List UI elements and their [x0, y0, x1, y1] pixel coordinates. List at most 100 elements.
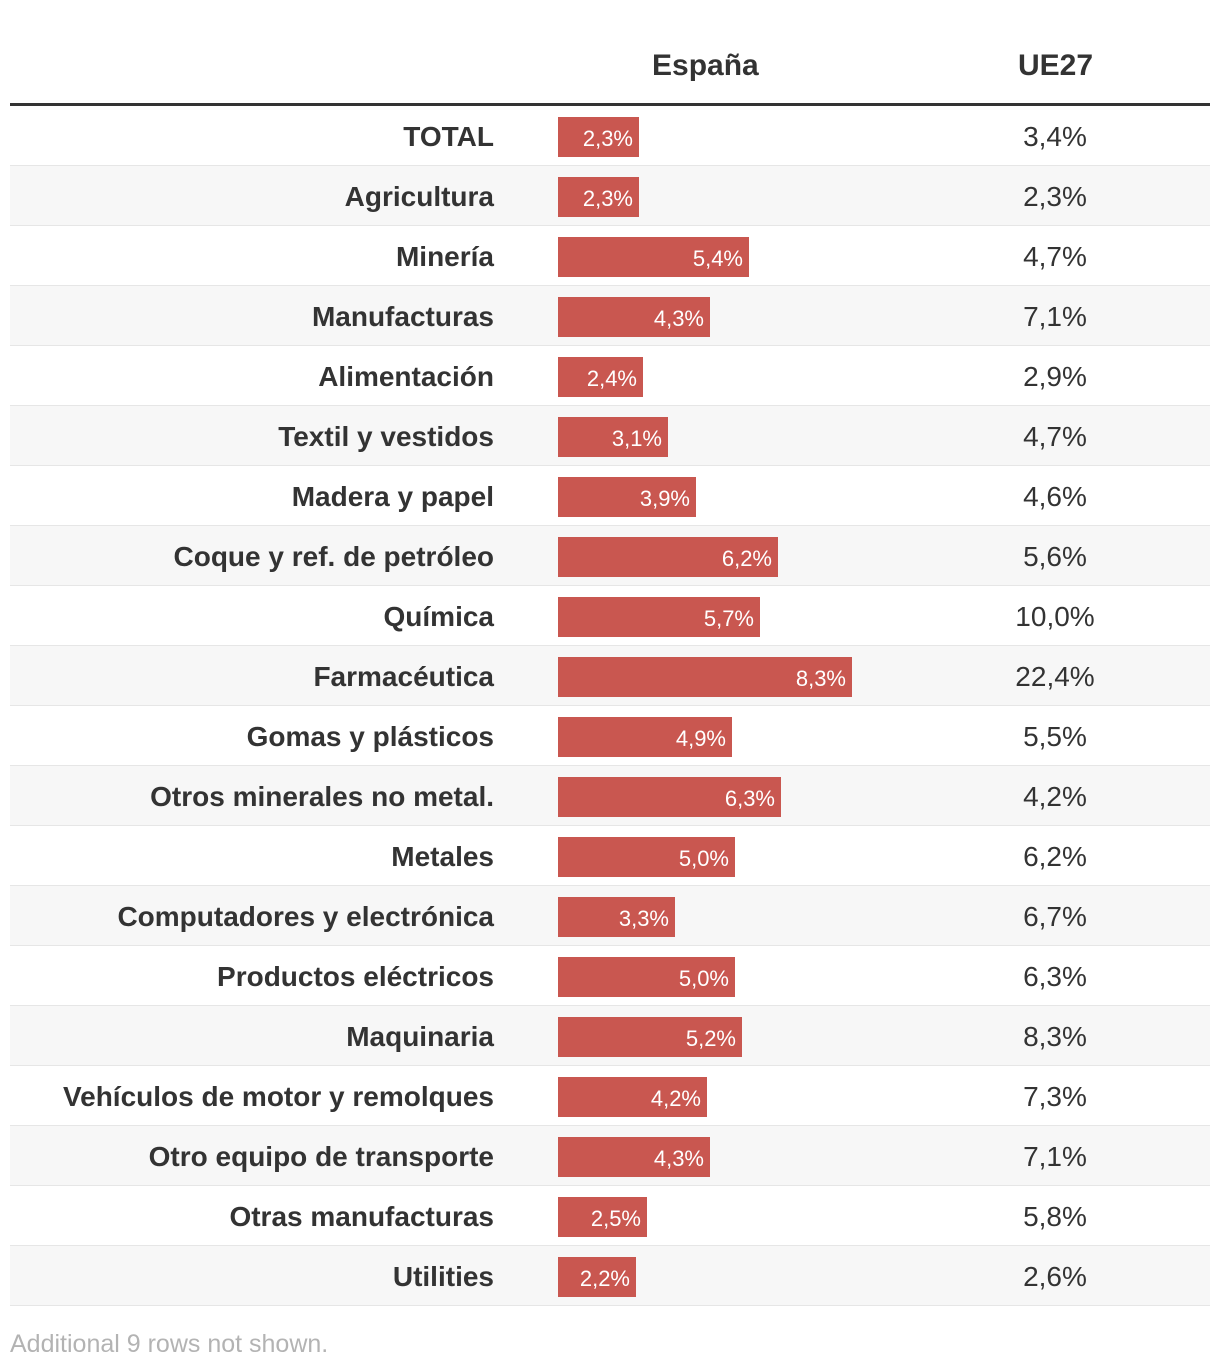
ue27-value: 22,4% — [1015, 661, 1095, 692]
table-row: Coque y ref. de petróleo 6,2% 5,6% — [10, 526, 1210, 586]
spain-bar-label: 3,9% — [639, 486, 690, 511]
table-row: Computadores y electrónica 3,3% 6,7% — [10, 886, 1210, 946]
row-label: Manufacturas — [311, 301, 494, 332]
spain-bar: 2,4% — [558, 357, 643, 397]
spain-bar-label: 5,7% — [703, 606, 754, 631]
spain-bar-label: 3,1% — [611, 426, 662, 451]
table-header: España UE27 — [10, 0, 1210, 106]
spain-bar: 3,9% — [558, 477, 696, 517]
ue27-value: 5,6% — [1023, 541, 1087, 572]
data-table: España UE27 TOTAL 2,3% 3,4% Agricultura 2,3%… — [10, 0, 1210, 1306]
row-label: Farmacéutica — [313, 661, 494, 692]
spain-bar: 4,9% — [558, 717, 732, 757]
ue27-value: 4,2% — [1023, 781, 1087, 812]
spain-bar: 4,3% — [558, 1137, 710, 1177]
row-label: Agricultura — [344, 181, 494, 212]
spain-bar: 4,3% — [558, 297, 710, 337]
row-label: Textil y vestidos — [278, 421, 494, 452]
ue27-value: 2,3% — [1023, 181, 1087, 212]
table-row: Química 5,7% 10,0% — [10, 586, 1210, 646]
spain-bar-label: 5,0% — [678, 966, 729, 991]
ue27-value: 3,4% — [1023, 121, 1087, 152]
spain-bar-label: 4,3% — [653, 1146, 704, 1171]
row-label: Coque y ref. de petróleo — [173, 541, 495, 572]
row-label: Maquinaria — [346, 1021, 494, 1052]
table-body: TOTAL 2,3% 3,4% Agricultura 2,3% 2,3% Minería 5… — [10, 106, 1210, 1306]
table-row: Alimentación 2,4% 2,9% — [10, 346, 1210, 406]
ue27-value: 10,0% — [1015, 601, 1095, 632]
table-row: Metales 5,0% 6,2% — [10, 826, 1210, 886]
spain-bar: 5,0% — [558, 957, 735, 997]
spain-bar-label: 4,9% — [675, 726, 726, 751]
spain-bar: 4,2% — [558, 1077, 707, 1117]
ue27-value: 6,3% — [1023, 961, 1087, 992]
ue27-value: 5,8% — [1023, 1201, 1087, 1232]
table-row: Manufacturas 4,3% 7,1% — [10, 286, 1210, 346]
spain-bar: 8,3% — [558, 657, 852, 697]
spain-bar: 5,2% — [558, 1017, 742, 1057]
spain-bar-label: 2,4% — [586, 366, 637, 391]
row-label: Metales — [391, 841, 494, 872]
row-label: Otras manufacturas — [229, 1201, 494, 1232]
spain-bar: 3,1% — [558, 417, 668, 457]
ue27-value: 4,7% — [1023, 241, 1087, 272]
table-row: Agricultura 2,3% 2,3% — [10, 166, 1210, 226]
spain-bar-label: 5,4% — [692, 246, 743, 271]
table-row: Otras manufacturas 2,5% 5,8% — [10, 1186, 1210, 1246]
spain-bar-label: 2,5% — [590, 1206, 641, 1231]
table-row: Maquinaria 5,2% 8,3% — [10, 1006, 1210, 1066]
spain-bar: 5,4% — [558, 237, 749, 277]
spain-bar-label: 5,2% — [685, 1026, 736, 1051]
table-row: Otro equipo de transporte 4,3% 7,1% — [10, 1126, 1210, 1186]
row-label: Productos eléctricos — [217, 961, 494, 992]
table-row: Productos eléctricos 5,0% 6,3% — [10, 946, 1210, 1006]
spain-bar-label: 6,3% — [724, 786, 775, 811]
row-label: Madera y papel — [291, 481, 494, 512]
row-label: Química — [383, 601, 494, 632]
ue27-value: 8,3% — [1023, 1021, 1087, 1052]
spain-bar-label: 2,3% — [582, 126, 633, 151]
row-label: Utilities — [392, 1261, 494, 1292]
spain-bar: 2,3% — [558, 117, 639, 157]
ue27-value: 4,7% — [1023, 421, 1087, 452]
table-row: Vehículos de motor y remolques 4,2% 7,3% — [10, 1066, 1210, 1126]
table-row: Textil y vestidos 3,1% 4,7% — [10, 406, 1210, 466]
row-label: Alimentación — [318, 361, 494, 392]
spain-bar-label: 3,3% — [618, 906, 669, 931]
ue27-value: 6,7% — [1023, 901, 1087, 932]
table-row: Utilities 2,2% 2,6% — [10, 1246, 1210, 1306]
table-row: Gomas y plásticos 4,9% 5,5% — [10, 706, 1210, 766]
table-row: Farmacéutica 8,3% 22,4% — [10, 646, 1210, 706]
spain-bar-label: 2,2% — [579, 1266, 630, 1291]
table-row: Otros minerales no metal. 6,3% 4,2% — [10, 766, 1210, 826]
spain-bar: 5,7% — [558, 597, 760, 637]
spain-bar: 5,0% — [558, 837, 735, 877]
ue27-value: 6,2% — [1023, 841, 1087, 872]
spain-bar: 6,3% — [558, 777, 781, 817]
ue27-value: 2,6% — [1023, 1261, 1087, 1292]
row-label: TOTAL — [403, 121, 494, 152]
row-label: Gomas y plásticos — [246, 721, 494, 752]
spain-bar: 2,3% — [558, 177, 639, 217]
spain-bar-label: 6,2% — [721, 546, 772, 571]
spain-bar: 6,2% — [558, 537, 778, 577]
ue27-value: 7,3% — [1023, 1081, 1087, 1112]
column-header-spain: España — [652, 49, 759, 82]
row-label: Computadores y electrónica — [117, 901, 494, 932]
table-row: Minería 5,4% 4,7% — [10, 226, 1210, 286]
spain-bar-label: 8,3% — [795, 666, 846, 691]
spain-bar: 2,2% — [558, 1257, 636, 1297]
spain-bar: 2,5% — [558, 1197, 647, 1237]
column-header-ue27: UE27 — [1018, 49, 1094, 82]
ue27-value: 5,5% — [1023, 721, 1087, 752]
ue27-value: 7,1% — [1023, 1141, 1087, 1172]
ue27-value: 4,6% — [1023, 481, 1087, 512]
ue27-value: 2,9% — [1023, 361, 1087, 392]
spain-bar-label: 5,0% — [678, 846, 729, 871]
spain-bar-label: 2,3% — [582, 186, 633, 211]
table-row: TOTAL 2,3% 3,4% — [10, 106, 1210, 166]
spain-bar-label: 4,3% — [653, 306, 704, 331]
row-label: Minería — [395, 241, 494, 272]
row-label: Vehículos de motor y remolques — [62, 1081, 494, 1112]
ue27-value: 7,1% — [1023, 301, 1087, 332]
